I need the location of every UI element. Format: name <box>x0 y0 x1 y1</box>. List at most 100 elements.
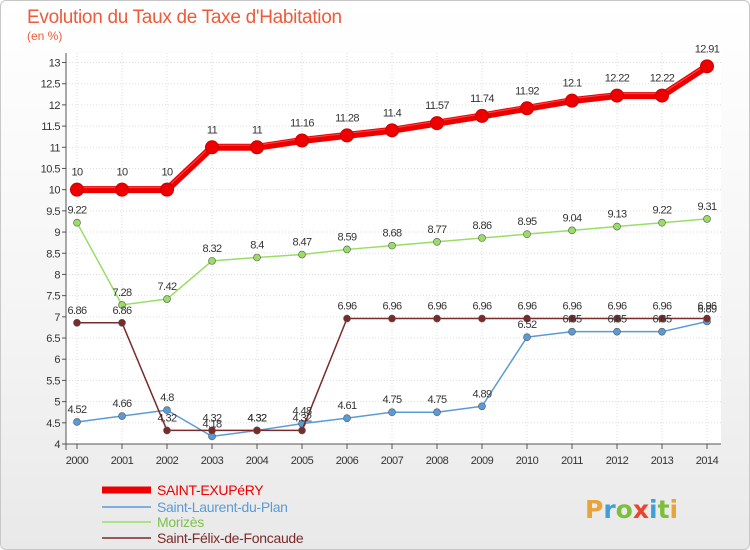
logo-letter: o <box>616 495 633 524</box>
logo-letter: P <box>585 495 603 524</box>
labels-series-0: 10 10 10 11 11 11.16 11.28 11.4 11.57 11.74 11.92 1… <box>71 43 720 179</box>
x-tick-label: 2003 <box>201 455 224 467</box>
series-2 <box>73 215 711 309</box>
legend-label: Morizès <box>157 514 204 530</box>
data-label: 6.96 <box>337 301 356 313</box>
data-label: 6.65 <box>652 314 671 326</box>
data-label: 8.77 <box>427 224 446 236</box>
y-tick-label: 12.5 <box>41 79 61 91</box>
legend-label: Saint-Félix-de-Foncaude <box>157 530 304 546</box>
data-label: 6.96 <box>607 301 626 313</box>
logo-letter: i <box>649 495 658 524</box>
data-point <box>160 182 174 197</box>
x-tick-label: 2004 <box>246 455 269 467</box>
data-label: 4.61 <box>337 400 356 412</box>
data-label: 8.59 <box>337 231 356 243</box>
data-label: 8.95 <box>517 216 536 228</box>
y-tick-label: 8 <box>54 269 60 281</box>
data-label: 4.75 <box>427 394 446 406</box>
data-label: 12.22 <box>605 73 630 85</box>
data-point <box>433 408 441 417</box>
legend: SAINT-EXUPéRYSaint-Laurent-du-PlanMorizè… <box>102 482 304 546</box>
data-label: 8.68 <box>382 228 401 240</box>
data-point <box>208 257 216 265</box>
grid <box>66 53 721 445</box>
data-label: 8.47 <box>292 237 311 249</box>
data-point <box>568 314 576 323</box>
data-label: 10 <box>116 167 128 179</box>
labels-series-2: 9.22 7.28 7.42 8.32 8.4 8.47 8.59 8.68 8.77 8.86 8… <box>67 201 717 299</box>
data-point <box>388 314 396 323</box>
data-point <box>613 327 621 336</box>
proxiti-logo-text: Proxiti <box>585 495 678 524</box>
data-label: 6.96 <box>562 301 581 313</box>
data-label: 11.28 <box>335 112 359 124</box>
data-label: 11 <box>252 124 263 136</box>
y-tick-label: 5 <box>54 397 60 409</box>
data-label: 11.74 <box>470 93 494 105</box>
data-label: 9.31 <box>697 201 716 213</box>
data-point <box>73 218 81 227</box>
data-point <box>253 426 261 435</box>
data-label: 8.32 <box>202 243 221 255</box>
data-label: 9.22 <box>67 205 86 217</box>
proxiti-logo: Proxiti <box>585 495 678 524</box>
y-tick-label: 11 <box>50 142 61 154</box>
x-tick-label: 2006 <box>336 455 359 467</box>
data-point <box>388 241 396 250</box>
data-label: 6.52 <box>517 319 536 331</box>
y-tick-label: 6 <box>54 354 60 366</box>
data-label: 4.32 <box>157 412 176 424</box>
data-point <box>118 318 126 327</box>
x-tick-label: 2014 <box>696 455 719 467</box>
data-label: 4.8 <box>160 392 174 404</box>
data-point <box>295 133 309 148</box>
data-point <box>700 59 714 74</box>
data-label: 6.86 <box>112 305 131 317</box>
data-point <box>205 140 219 155</box>
data-point <box>433 314 441 323</box>
chart-title: Evolution du Taux de Taxe d'Habitation <box>27 7 342 28</box>
data-label: 8.4 <box>250 239 264 251</box>
logo-letter: r <box>603 495 616 524</box>
data-point <box>250 140 264 155</box>
series-0 <box>70 59 714 197</box>
x-tick-label: 2008 <box>426 455 449 467</box>
data-label: 6.96 <box>427 301 446 313</box>
legend-item-2: Morizès <box>102 514 205 530</box>
data-point <box>658 218 666 227</box>
data-label: 4.52 <box>67 404 86 416</box>
data-label: 4.32 <box>292 412 311 424</box>
y-tick-label: 7.5 <box>46 291 60 303</box>
data-label: 9.04 <box>562 212 581 224</box>
data-point <box>253 253 261 262</box>
data-point <box>478 402 486 411</box>
data-label: 4.32 <box>247 412 266 424</box>
data-label: 9.13 <box>607 209 626 221</box>
data-point <box>523 333 531 341</box>
data-point <box>118 301 126 309</box>
data-point <box>658 314 666 323</box>
y-tick-label: 9.5 <box>46 206 60 218</box>
data-label: 4.18 <box>202 418 221 430</box>
data-point <box>658 327 666 336</box>
chart-subtitle: (en %) <box>27 29 63 43</box>
data-label: 4.48 <box>292 406 311 418</box>
data-label: 4.32 <box>247 412 266 424</box>
data-label: 4.66 <box>112 398 131 410</box>
logo-letter: i <box>670 495 679 524</box>
y-tick-label: 10.5 <box>41 163 61 175</box>
data-point <box>298 250 306 259</box>
labels-series-1: 4.52 4.66 4.84.18 4.324.48 4.61 4.75 4.75 4.896… <box>67 303 717 430</box>
y-tick-label: 12 <box>49 100 61 112</box>
x-tick-label: 2010 <box>516 455 539 467</box>
x-tick-label: 2001 <box>111 455 134 467</box>
x-tick-label: 2000 <box>66 455 89 467</box>
data-point <box>388 408 396 417</box>
data-label: 7.42 <box>157 281 176 293</box>
data-label: 10 <box>71 167 83 179</box>
x-tick-label: 2007 <box>381 455 404 467</box>
y-tick-label: 10 <box>49 185 61 197</box>
